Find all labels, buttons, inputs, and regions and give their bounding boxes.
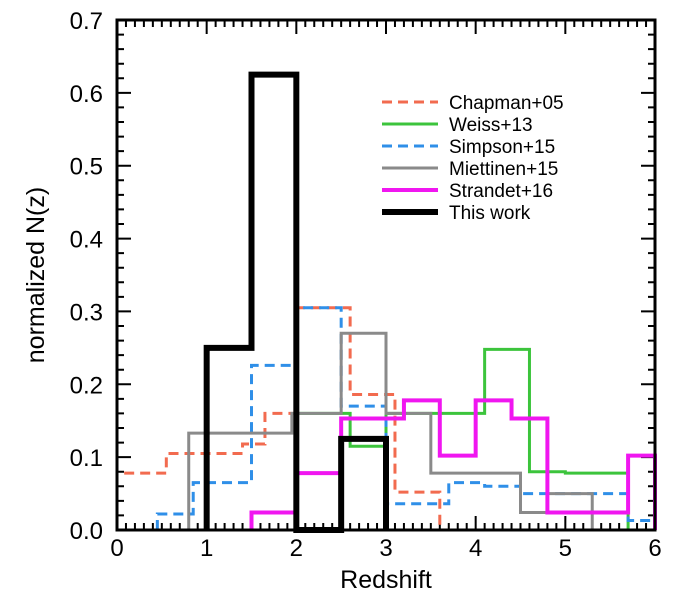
y-tick-label: 0.7 (70, 8, 103, 35)
legend-label: Chapman+05 (449, 93, 564, 114)
series-weiss-13 (294, 347, 630, 530)
x-tick-label: 2 (290, 535, 303, 562)
legend-label: Simpson+15 (449, 137, 555, 158)
x-tick-label: 5 (559, 535, 572, 562)
x-axis-title: Redshift (340, 566, 432, 594)
y-tick-label: 0.6 (70, 81, 103, 108)
y-tick-label: 0.0 (70, 518, 103, 545)
y-tick-label: 0.5 (70, 154, 103, 181)
y-tick-label: 0.3 (70, 299, 103, 326)
x-tick-labels: 0 1 2 3 4 5 6 (110, 535, 661, 562)
x-tick-label: 0 (110, 535, 123, 562)
series-simpson-15 (155, 306, 657, 530)
y-tick-label: 0.4 (70, 227, 103, 254)
x-tick-label: 4 (469, 535, 482, 562)
series-layer (115, 71, 657, 533)
x-tick-label: 1 (200, 535, 213, 562)
legend-label: This work (449, 203, 531, 224)
y-tick-labels: 0.0 0.1 0.2 0.3 0.4 0.5 0.6 0.7 (70, 8, 103, 545)
legend-label: Miettinen+15 (449, 159, 558, 180)
legend: Chapman+05Weiss+13Simpson+15Miettinen+15… (382, 93, 564, 224)
plot-frame (115, 18, 657, 532)
y-axis-title: normalized N(z) (22, 187, 50, 363)
y-tick-label: 0.2 (70, 372, 103, 399)
series-strandet-16 (249, 398, 657, 530)
legend-label: Weiss+13 (449, 115, 533, 136)
series-this-work (203, 71, 389, 533)
x-tick-label: 3 (379, 535, 392, 562)
y-tick-label: 0.1 (70, 445, 103, 472)
legend-label: Strandet+16 (449, 181, 553, 202)
x-tick-label: 6 (648, 535, 661, 562)
series-miettinen-15 (187, 331, 594, 530)
